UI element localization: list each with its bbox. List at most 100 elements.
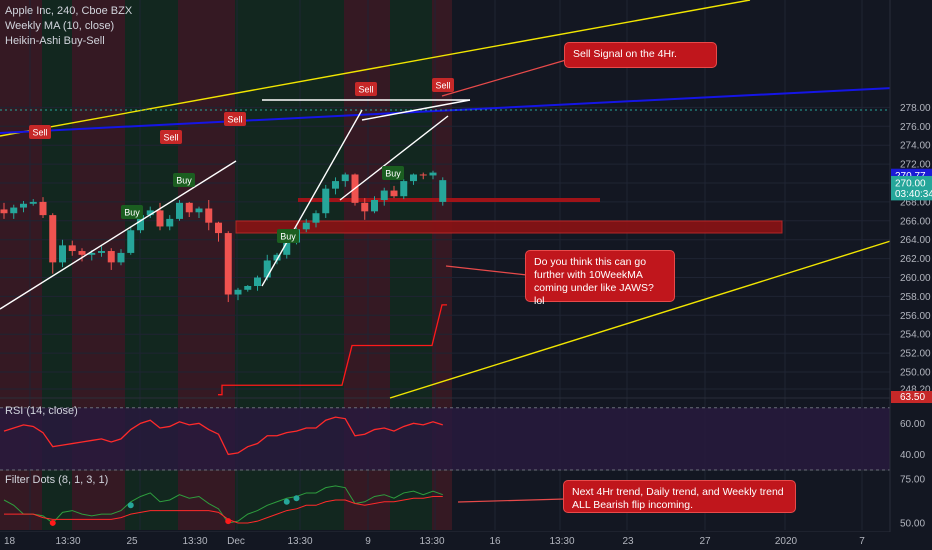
- candle-body: [302, 222, 310, 230]
- candle-body: [332, 181, 339, 189]
- candle-body: [146, 210, 154, 216]
- time-axis-bg: [0, 532, 932, 550]
- price-tick-label: 272.00: [900, 160, 931, 171]
- time-tick-label: 13:30: [287, 536, 312, 547]
- time-tick-label: Dec: [227, 536, 245, 547]
- candle-body: [137, 215, 144, 231]
- time-tick-label: 25: [126, 536, 138, 547]
- candle-body: [312, 213, 320, 223]
- white-trendline: [0, 160, 237, 310]
- rsi-top-tag: [891, 391, 932, 403]
- callout-pointer: [445, 265, 528, 276]
- candle-body: [20, 203, 27, 208]
- time-axis[interactable]: 18 13:30 25 13:30 Dec 13:30 9 13:30 16 13:30 23 27 2…: [0, 532, 932, 550]
- buy-badge: [173, 173, 195, 187]
- signal-badges: Sell Sell Sell Sell Sell Buy Buy Buy Buy: [29, 78, 454, 243]
- candle-body: [234, 289, 242, 295]
- candle-body: [117, 252, 125, 263]
- time-tick-label: 9: [365, 536, 371, 547]
- price-tag-label: 270.00: [895, 178, 926, 189]
- time-tick-label: 13:30: [549, 536, 574, 547]
- candle-body: [283, 242, 291, 255]
- price-tick-label: 278.00: [900, 103, 931, 114]
- candle-body: [429, 172, 437, 176]
- filter-dot: [225, 518, 232, 525]
- candle-body: [29, 201, 37, 204]
- rsi-tick-label: 60.00: [900, 419, 925, 430]
- callout-pointer: [457, 498, 566, 503]
- price-tag-label: 03:40:34: [895, 189, 932, 200]
- sell-badge: [29, 125, 51, 139]
- price-axis-bg: [890, 0, 932, 550]
- candle-body: [254, 277, 261, 286]
- rsi-pane: [0, 407, 890, 471]
- filter-tick-label: 50.00: [900, 518, 925, 529]
- sell-badge-label: Sell: [358, 85, 373, 95]
- weekly-ma-line: [218, 304, 447, 396]
- candle-body: [0, 209, 8, 214]
- rsi-line: [3, 416, 443, 456]
- filter-slow-line: [4, 495, 443, 524]
- filter-dots-pane: [3, 485, 443, 526]
- white-trendline: [339, 115, 449, 201]
- time-tick-label: 13:30: [55, 536, 80, 547]
- callout-bearish: Next 4Hr trend, Daily trend, and Weekly …: [563, 480, 796, 513]
- candle-body: [49, 215, 57, 263]
- candle-body: [127, 230, 135, 253]
- time-tick-label: 13:30: [419, 536, 444, 547]
- time-tick-label: 23: [622, 536, 634, 547]
- price-tick-label: 260.00: [900, 273, 931, 284]
- candle-body: [273, 254, 281, 261]
- sell-badge-label: Sell: [227, 115, 242, 125]
- resistance-zone: [235, 220, 783, 234]
- buy-badge-label: Buy: [124, 208, 140, 218]
- candle-body: [380, 190, 388, 200]
- candle-body: [59, 245, 66, 263]
- price-tick-label: 264.00: [900, 235, 931, 246]
- annotations: [0, 59, 567, 503]
- rsi-tick-label: 40.00: [900, 450, 925, 461]
- yellow-channel-top: [0, 0, 751, 137]
- candle-body: [361, 202, 369, 212]
- filter-dot: [293, 495, 300, 502]
- time-tick-label: 7: [859, 536, 865, 547]
- time-tick-label: 16: [489, 536, 501, 547]
- candle-body: [371, 200, 378, 212]
- candle-body: [400, 181, 408, 197]
- candle-body: [224, 233, 232, 295]
- price-axis[interactable]: 248.20 250.00 252.00 254.00 256.00 258.00 260.…: [889, 0, 932, 550]
- candle-body: [68, 245, 76, 252]
- filter-dot: [283, 498, 290, 505]
- price-tick-label: 254.00: [900, 330, 931, 341]
- price-tick-label: 268.00: [900, 197, 931, 208]
- candle-body: [166, 218, 174, 227]
- rsi-band: [0, 407, 890, 470]
- sell-badge-label: Sell: [163, 133, 178, 143]
- price-tick-label: 274.00: [900, 141, 931, 152]
- price-tick-label: 258.00: [900, 292, 931, 303]
- trendlines: [0, 0, 932, 399]
- price-tick-label: 250.00: [900, 367, 931, 378]
- time-tick-label: 18: [4, 536, 16, 547]
- symbol-legend: Apple Inc, 240, Cboe BZX: [5, 5, 133, 17]
- rsi-legend: RSI (14, close): [5, 405, 78, 417]
- sell-badge-label: Sell: [32, 128, 47, 138]
- price-tick-label: 252.00: [900, 349, 931, 360]
- candle-body: [78, 251, 86, 255]
- buy-badge-label: Buy: [176, 176, 192, 186]
- candle-body: [10, 207, 18, 214]
- buy-badge-label: Buy: [385, 169, 401, 179]
- candle-body: [88, 252, 96, 255]
- heikin-ashi-legend: Heikin-Ashi Buy-Sell: [5, 35, 105, 47]
- sell-badge: [355, 82, 377, 96]
- candle-body: [341, 174, 349, 182]
- white-trendline: [361, 99, 471, 121]
- candle-body: [176, 202, 183, 219]
- filter-dots-legend: Filter Dots (8, 1, 3, 1): [5, 474, 109, 486]
- price-tag: [891, 186, 932, 201]
- candle-body: [244, 285, 252, 290]
- time-tick-label: 13:30: [182, 536, 207, 547]
- price-tick-label: 256.00: [900, 311, 931, 322]
- candle-body: [263, 260, 271, 278]
